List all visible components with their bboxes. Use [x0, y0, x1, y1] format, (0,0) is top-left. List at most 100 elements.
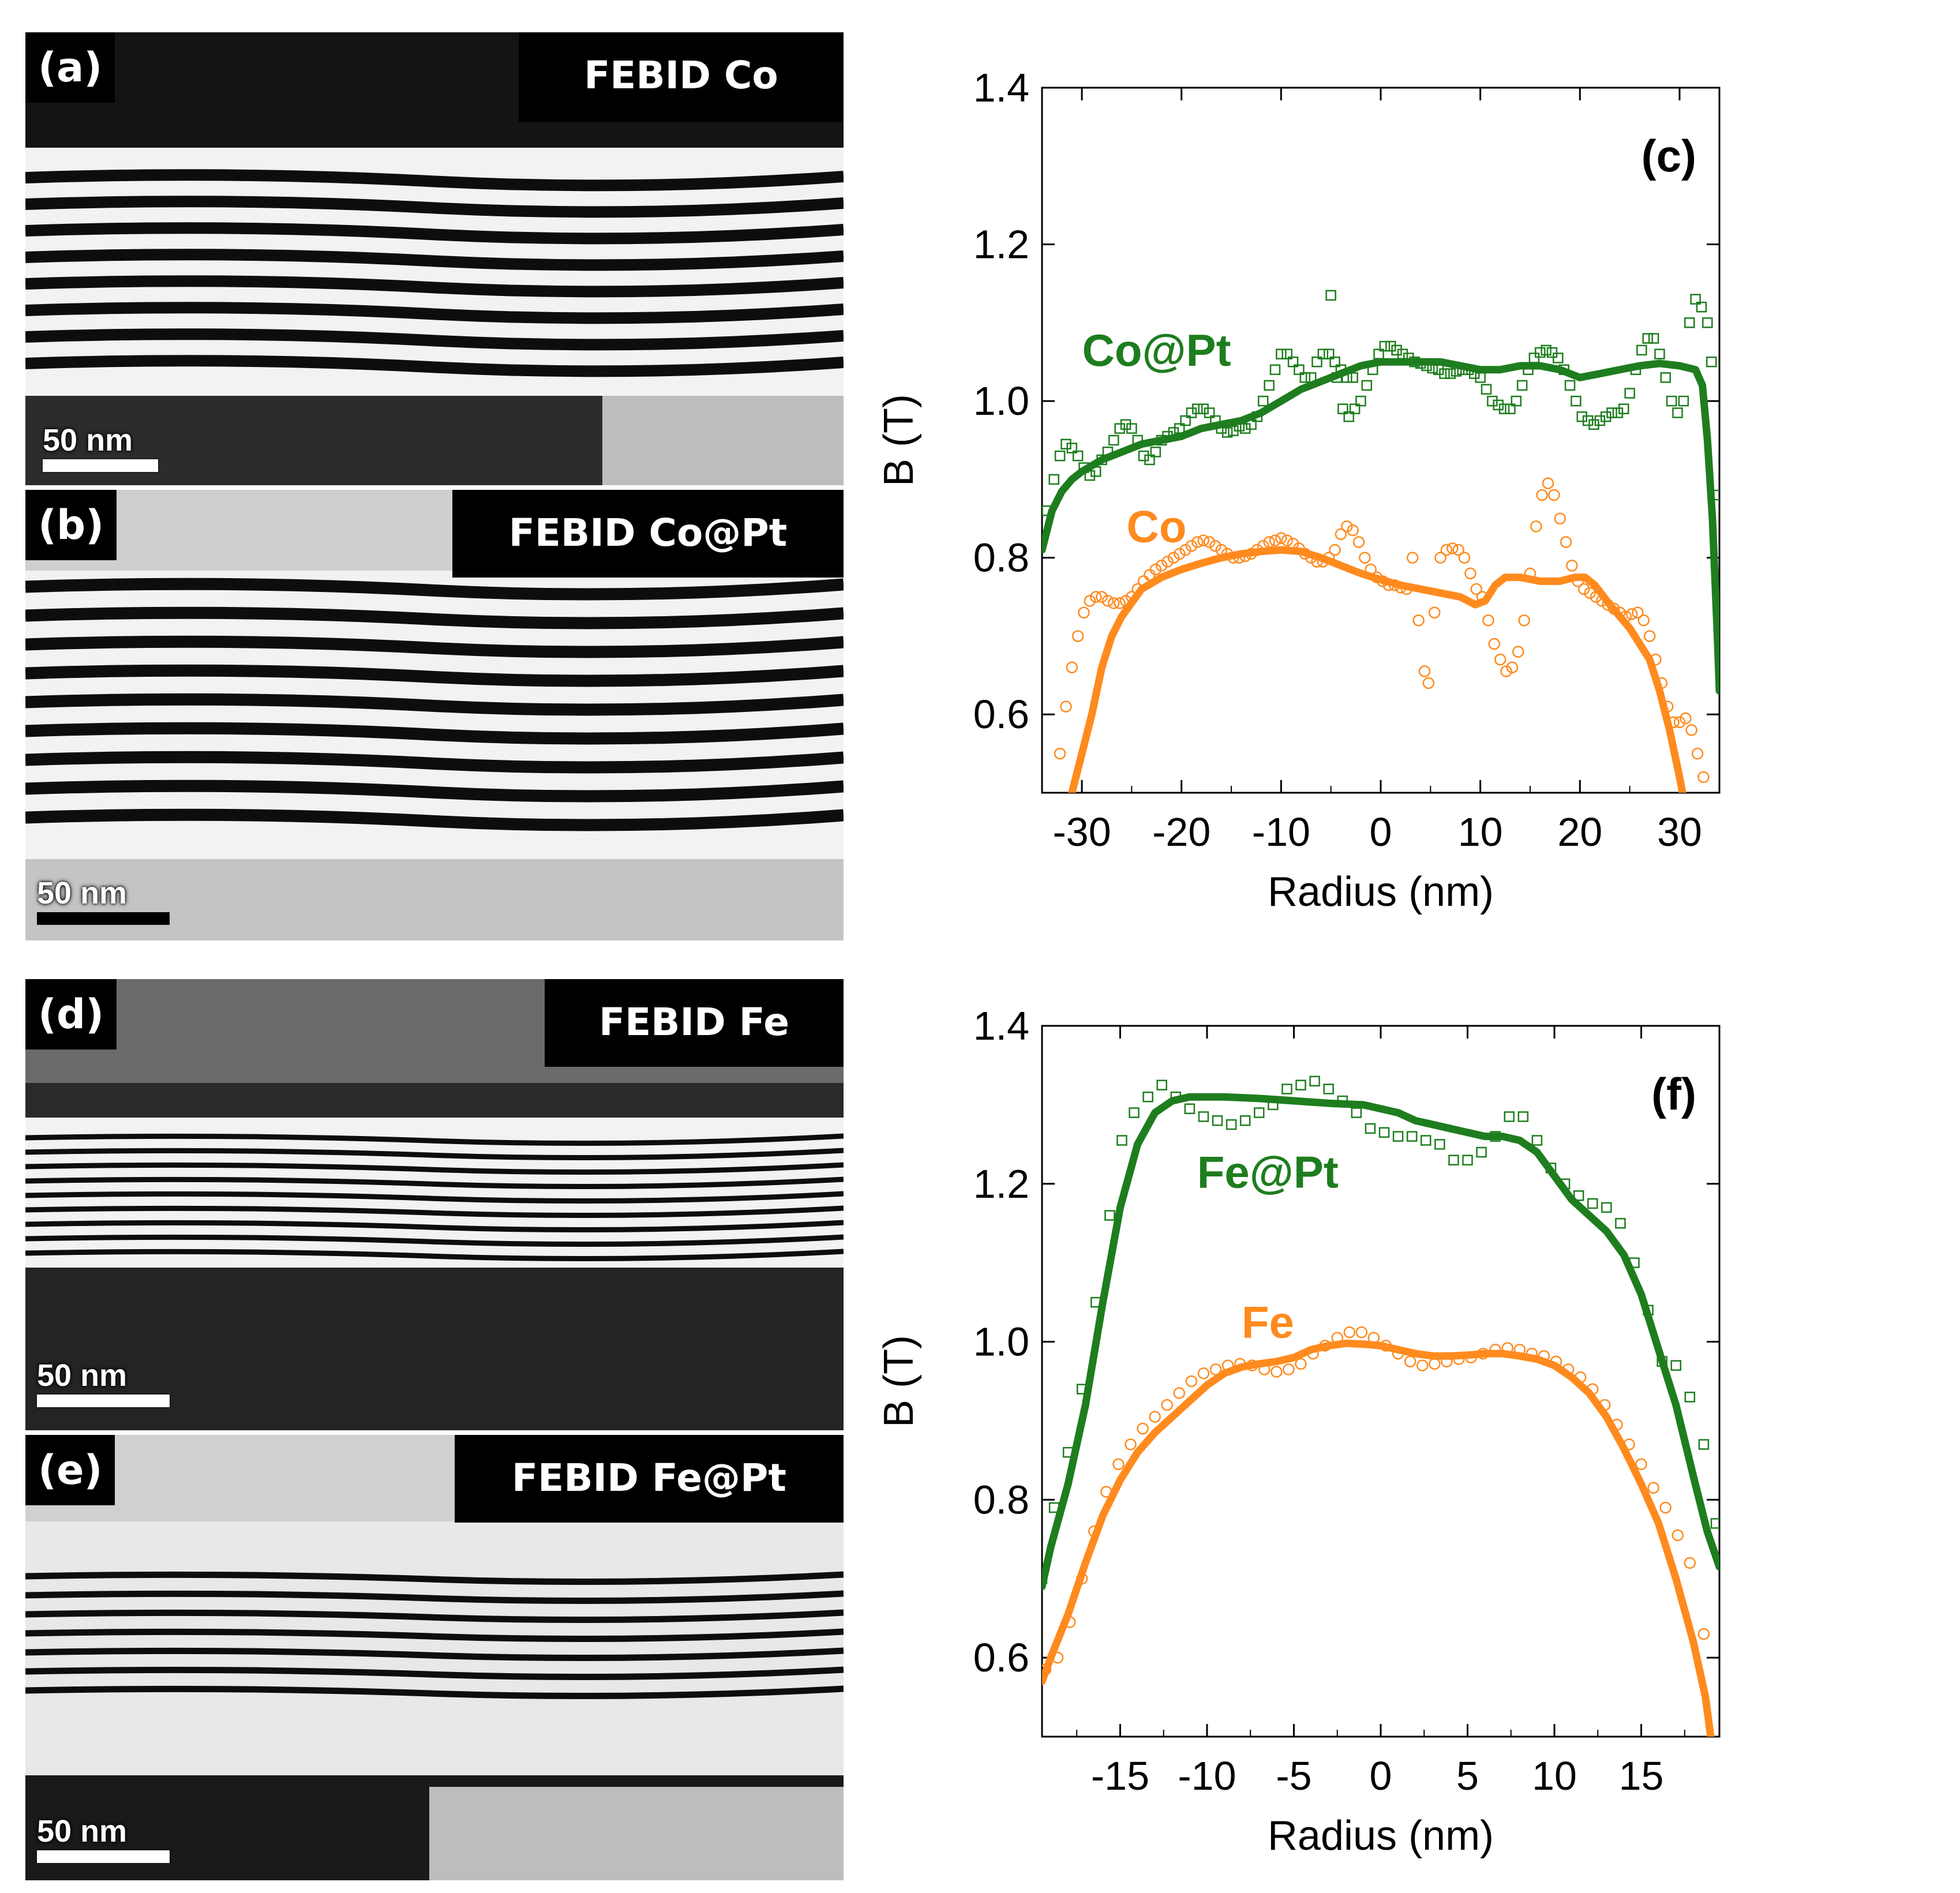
x-tick-label: -10 [1252, 809, 1310, 854]
scale-bar-d-line [37, 1395, 170, 1407]
data-point-square [1212, 1115, 1223, 1126]
data-point-square [1343, 411, 1355, 422]
y-tick-label: 1.0 [973, 1320, 1029, 1365]
data-point-circle [1684, 1557, 1696, 1569]
scale-bar-a: 50 nm [43, 425, 158, 472]
data-point-square [1406, 1131, 1418, 1142]
micrograph-panel-b: (b) FEBID Co@Pt 50 nm [25, 490, 844, 940]
data-point-circle [1422, 677, 1435, 689]
data-point-circle [1054, 747, 1066, 760]
data-point-circle [1685, 724, 1697, 736]
data-point-circle [1355, 1326, 1368, 1339]
x-tick-label: 20 [1557, 809, 1602, 854]
data-point-square [1054, 450, 1066, 462]
x-tick-label: 10 [1458, 809, 1503, 854]
y-tick-label: 0.8 [973, 1477, 1029, 1522]
data-point-square [1517, 1111, 1529, 1122]
chart-f: -15 -10 -5 0 5 10 15 0.6 0.8 1.0 1.2 1.4 Radius (nm)… [876, 1003, 1721, 1859]
micrograph-panel-d: (d) FEBID Fe 50 nm [25, 979, 844, 1430]
series-annotation: Co@Pt [1082, 325, 1231, 376]
data-point-circle [1352, 536, 1365, 548]
data-point-square [1142, 1091, 1153, 1103]
y-axis-label: B (T) [876, 1335, 922, 1427]
data-point-circle [1429, 1358, 1441, 1370]
scale-bar-b-line [37, 912, 170, 925]
data-point-circle [1554, 512, 1566, 525]
data-point-square [1684, 1392, 1696, 1403]
data-point-circle [1283, 1363, 1295, 1375]
data-point-square [1439, 368, 1450, 379]
scale-bar-a-text: 50 nm [43, 423, 133, 458]
data-point-circle [1203, 536, 1216, 548]
data-point-square [1104, 1210, 1115, 1221]
x-tick-label: -15 [1091, 1753, 1149, 1798]
data-point-square [1476, 1146, 1487, 1158]
data-point-square [1299, 372, 1311, 383]
data-point-square [1378, 1127, 1390, 1138]
data-point-circle [1108, 597, 1120, 609]
data-point-circle [1584, 587, 1596, 599]
panel-e-title: FEBID Fe@Pt [455, 1435, 844, 1523]
scale-bar-d: 50 nm [37, 1360, 170, 1407]
x-tick-label: 15 [1619, 1753, 1664, 1798]
data-point-square [1505, 403, 1516, 414]
data-point-square [1516, 380, 1528, 391]
data-point-circle [1137, 1422, 1149, 1435]
data-point-square [1624, 388, 1635, 399]
data-point-circle [1149, 563, 1162, 576]
data-point-circle [1197, 534, 1209, 547]
data-point-square [1337, 403, 1348, 414]
data-point-square [1294, 364, 1305, 376]
data-point-square [1264, 380, 1275, 391]
data-point-circle [1418, 665, 1431, 677]
data-point-square [1258, 395, 1269, 407]
data-point-square [1660, 372, 1672, 383]
scale-bar-a-line [43, 459, 158, 472]
data-point-circle [1071, 630, 1084, 642]
data-point-square [1672, 407, 1683, 418]
data-point-square [1361, 380, 1373, 391]
panel-d-title: FEBID Fe [545, 979, 844, 1067]
data-point-square [1379, 340, 1391, 352]
data-point-square [1434, 1139, 1445, 1150]
data-point-circle [1197, 1367, 1210, 1380]
data-point-square [1702, 317, 1713, 328]
data-point-circle [1185, 540, 1198, 552]
data-point-circle [1434, 552, 1446, 564]
data-point-circle [1347, 524, 1359, 537]
data-point-square [1254, 1107, 1265, 1118]
data-point-square [1072, 450, 1084, 462]
data-point-circle [1518, 614, 1530, 627]
data-point-circle [1548, 489, 1560, 501]
data-point-square [1281, 1084, 1292, 1094]
data-point-circle [1066, 661, 1078, 674]
y-tick-label: 1.2 [973, 222, 1029, 267]
data-point-circle [1680, 712, 1692, 725]
y-tick-label: 0.6 [973, 1635, 1029, 1680]
data-point-circle [1428, 606, 1441, 618]
data-point-square [1295, 1079, 1306, 1090]
data-point-square [1204, 407, 1215, 418]
data-point-square [1180, 415, 1191, 426]
x-tick-label: 5 [1456, 1753, 1479, 1798]
data-point-circle [1096, 591, 1108, 603]
data-point-square [1311, 356, 1322, 368]
data-point-square [1351, 1107, 1362, 1118]
data-point-circle [1173, 1387, 1186, 1399]
data-point-square [1365, 1123, 1376, 1134]
data-point-circle [1659, 1501, 1672, 1514]
data-point-circle [1149, 1411, 1161, 1423]
x-tick-label: -30 [1052, 809, 1111, 854]
data-point-circle [1512, 646, 1524, 658]
data-point-circle [1635, 1458, 1647, 1470]
data-point-square [1144, 454, 1155, 466]
data-point-circle [1060, 700, 1072, 713]
data-point-circle [1697, 771, 1710, 784]
x-tick-label: -5 [1276, 1753, 1311, 1798]
data-point-circle [1281, 534, 1293, 547]
data-point-circle [1470, 583, 1482, 595]
data-point-square [1239, 1115, 1251, 1126]
data-point-circle [1566, 559, 1578, 572]
data-point-square [1531, 1135, 1543, 1146]
y-axis-label: B (T) [876, 394, 922, 486]
